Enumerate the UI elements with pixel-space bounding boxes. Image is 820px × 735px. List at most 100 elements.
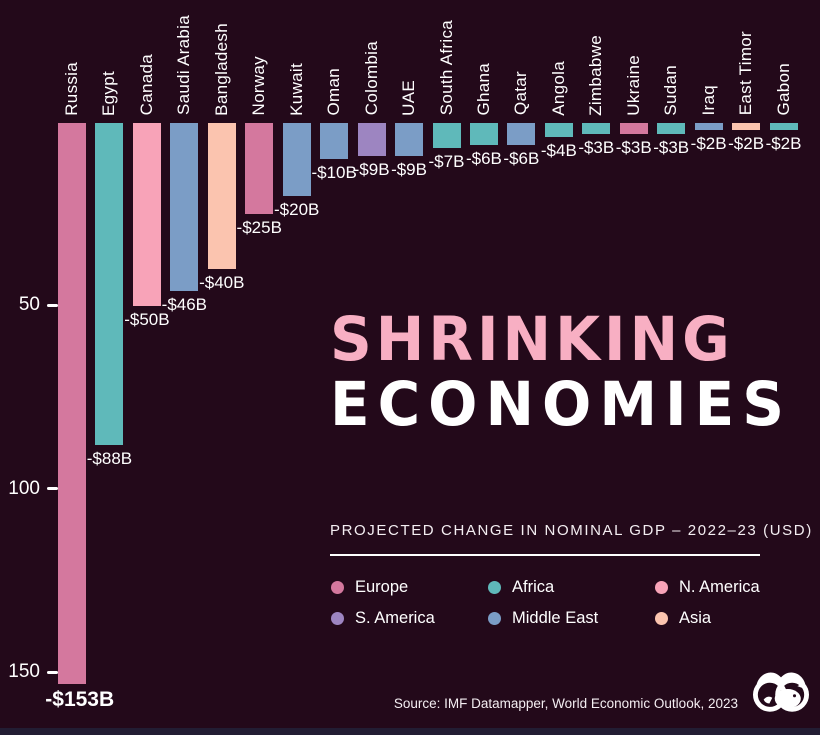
country-label-wrap-bangladesh: Bangladesh [203,0,241,116]
legend-label-europe: Europe [355,578,409,596]
country-label-bangladesh: Bangladesh [211,22,231,116]
legend-item-europe: Europe [331,578,408,597]
legend-dot-africa [488,581,501,594]
y-axis-tick-mark-150 [47,670,58,674]
country-label-saudi-arabia: Saudi Arabia [174,15,194,116]
bar-ghana [469,122,498,145]
legend-item-asia: Asia [655,609,711,628]
country-label-wrap-ukraine: Ukraine [615,0,653,116]
country-label-uae: UAE [399,79,419,116]
country-label-kuwait: Kuwait [286,62,306,116]
legend-dot-s-america [331,612,344,625]
bar-egypt [95,122,124,446]
bar-oman [320,122,349,160]
bar-bangladesh [207,122,236,270]
country-label-wrap-canada: Canada [128,0,166,116]
country-label-ghana: Ghana [473,62,493,116]
country-label-wrap-south-africa: South Africa [428,0,466,116]
bar-gabon [769,122,798,130]
bar-iraq [694,122,723,130]
y-axis-tick-100: 100 [0,478,58,500]
legend-item-n-america: N. America [655,578,760,597]
country-label-wrap-russia: Russia [53,0,91,116]
legend-item-s-america: S. America [331,609,435,628]
country-label-russia: Russia [62,61,81,116]
legend-dot-middle-east [488,612,501,625]
country-label-south-africa: South Africa [436,20,456,116]
value-label-iraq: -$2B [690,133,727,153]
country-label-colombia: Colombia [361,41,381,116]
bar-colombia [357,122,386,156]
country-label-wrap-gabon: Gabon [765,0,803,116]
legend-dot-n-america [655,581,668,594]
country-label-wrap-colombia: Colombia [353,0,391,116]
country-label-iraq: Iraq [698,85,718,116]
country-label-angola: Angola [548,60,568,116]
value-label-sudan: -$3B [653,137,690,157]
country-label-norway: Norway [249,56,269,116]
title-line-shrinking: SHRINKING [330,303,734,375]
value-label-colombia: -$9B [353,159,390,179]
value-label-qatar: -$6B [503,148,540,168]
country-label-zimbabwe: Zimbabwe [586,34,606,116]
y-axis-tick-50: 50 [0,294,58,316]
country-label-wrap-saudi-arabia: Saudi Arabia [165,0,203,116]
y-axis-tick-150: 150 [0,661,58,683]
country-label-wrap-uae: UAE [390,0,428,116]
y-axis-tick-label-150: 150 [8,661,40,682]
value-label-zimbabwe: -$3B [578,137,615,157]
title-line-economies: ECONOMIES [330,368,793,440]
country-label-wrap-qatar: Qatar [502,0,540,116]
country-label-wrap-norway: Norway [240,0,278,116]
country-label-wrap-iraq: Iraq [690,0,728,116]
value-label-uae: -$9B [391,159,427,179]
country-label-wrap-east-timor: East Timor [727,0,765,116]
value-label-bangladesh: -$40B [199,273,245,293]
value-label-canada: -$50B [124,310,170,329]
country-label-egypt: Egypt [99,70,119,116]
country-label-wrap-oman: Oman [315,0,353,116]
value-label-gabon: -$2B [765,133,802,153]
value-label-east-timor: -$2B [728,133,765,153]
country-label-qatar: Qatar [511,71,531,116]
legend-item-africa: Africa [488,578,554,597]
country-label-wrap-angola: Angola [540,0,578,116]
y-axis-tick-label-50: 50 [18,294,40,315]
logo-icon [753,672,809,712]
value-label-russia: -$153B [45,688,115,711]
value-label-angola: -$4B [540,141,577,161]
page-title: SHRINKING ECONOMIES [330,303,793,440]
legend-label-middle-east: Middle East [512,609,599,627]
country-label-wrap-egypt: Egypt [90,0,128,116]
legend-dot-europe [331,581,344,594]
bar-qatar [507,122,536,145]
bar-saudi-arabia [170,122,199,292]
y-axis-tick-label-100: 100 [8,477,40,499]
legend-label-s-america: S. America [355,609,435,627]
value-label-norway: -$25B [236,218,282,238]
bar-norway [245,122,274,215]
country-label-wrap-kuwait: Kuwait [278,0,316,116]
y-axis-tick-mark-50 [47,303,58,307]
bar-russia [58,122,86,684]
value-label-egypt: -$88B [86,449,133,469]
bar-ukraine [619,122,648,134]
country-label-wrap-sudan: Sudan [652,0,690,116]
value-label-oman: -$10B [311,163,357,183]
bar-angola [544,122,573,138]
bar-east-timor [732,122,761,130]
bar-south-africa [432,122,461,149]
visual-capitalist-logo [752,661,810,722]
bar-canada [132,122,161,306]
country-label-wrap-ghana: Ghana [465,0,503,116]
chart-subtitle: PROJECTED CHANGE IN NOMINAL GDP – 2022–2… [330,522,813,539]
country-label-east-timor: East Timor [736,31,756,116]
country-label-ukraine: Ukraine [623,54,643,116]
country-label-canada: Canada [136,54,156,116]
legend: Europe Africa N. America S. America Middle E… [331,572,806,632]
country-label-wrap-zimbabwe: Zimbabwe [577,0,615,116]
legend-label-asia: Asia [679,609,712,627]
value-label-ghana: -$6B [465,148,502,168]
divider-rule [330,554,760,556]
